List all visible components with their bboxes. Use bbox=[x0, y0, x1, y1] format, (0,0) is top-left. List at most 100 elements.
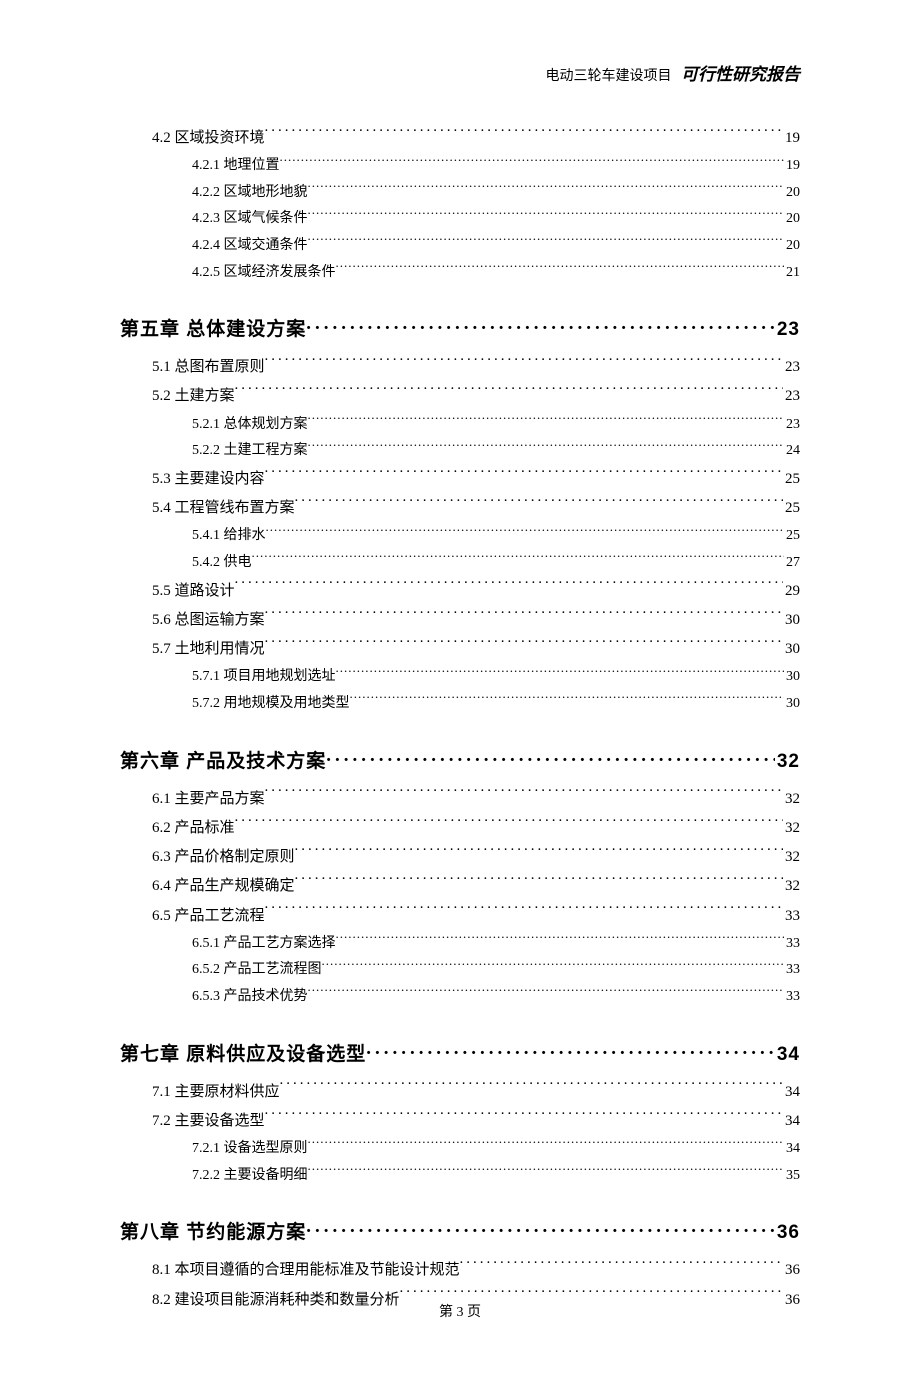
toc-entry: 5.2.1 总体规划方案23 bbox=[192, 412, 800, 439]
toc-leader-dots bbox=[308, 208, 785, 222]
toc-leader-dots bbox=[266, 525, 785, 539]
toc-entry-label: 5.6 总图运输方案 bbox=[152, 606, 265, 635]
toc-entry: 5.2.2 土建工程方案24 bbox=[192, 438, 800, 465]
toc-entry-label: 4.2.5 区域经济发展条件 bbox=[192, 260, 336, 287]
toc-entry: 6.1 主要产品方案 32 bbox=[152, 785, 800, 814]
toc-entry: 5.5 道路设计29 bbox=[152, 577, 800, 606]
toc-entry-label: 第五章 总体建设方案 bbox=[120, 314, 306, 341]
toc-entry: 6.4 产品生产规模确定 32 bbox=[152, 872, 800, 901]
toc-entry-page: 33 bbox=[784, 957, 800, 984]
toc-leader-dots bbox=[322, 959, 785, 973]
toc-entry-label: 6.5.1 产品工艺方案选择 bbox=[192, 931, 336, 958]
toc-entry-label: 7.2 主要设备选型 bbox=[152, 1107, 265, 1136]
toc-entry-label: 6.3 产品价格制定原则 bbox=[152, 843, 295, 872]
toc-entry: 第八章 节约能源方案36 bbox=[120, 1217, 800, 1244]
toc-entry-page: 30 bbox=[784, 691, 800, 718]
toc-entry-label: 5.4 工程管线布置方案 bbox=[152, 494, 295, 523]
toc-entry: 5.6 总图运输方案30 bbox=[152, 606, 800, 635]
toc-leader-dots bbox=[306, 316, 775, 335]
toc-leader-dots bbox=[280, 155, 785, 169]
toc-entry: 5.7.1 项目用地规划选址30 bbox=[192, 664, 800, 691]
toc-entry-label: 4.2.2 区域地形地貌 bbox=[192, 180, 308, 207]
toc-entry-label: 7.1 主要原材料供应 bbox=[152, 1078, 280, 1107]
toc-leader-dots bbox=[235, 817, 783, 832]
toc-entry-page: 25 bbox=[783, 465, 800, 494]
toc-entry: 第六章 产品及技术方案32 bbox=[120, 746, 800, 773]
toc-entry-page: 33 bbox=[784, 931, 800, 958]
toc-entry-page: 19 bbox=[784, 153, 800, 180]
toc-entry-page: 29 bbox=[783, 577, 800, 606]
toc-leader-dots bbox=[265, 788, 783, 803]
page-number: 第 3 页 bbox=[439, 1305, 481, 1320]
toc-entry: 6.5 产品工艺流程33 bbox=[152, 902, 800, 931]
toc-entry-label: 4.2 区域投资环境 bbox=[152, 124, 265, 153]
toc-entry: 4.2.1 地理位置19 bbox=[192, 153, 800, 180]
toc-leader-dots bbox=[308, 182, 785, 196]
toc-leader-dots bbox=[280, 1081, 783, 1096]
toc-entry: 5.3 主要建设内容25 bbox=[152, 465, 800, 494]
toc-entry-label: 第六章 产品及技术方案 bbox=[120, 746, 326, 773]
toc-entry-label: 5.2 土建方案 bbox=[152, 382, 235, 411]
toc-leader-dots bbox=[308, 986, 785, 1000]
toc-leader-dots bbox=[295, 846, 783, 861]
toc-leader-dots bbox=[265, 356, 783, 371]
toc-entry-page: 19 bbox=[783, 124, 800, 153]
toc-leader-dots bbox=[235, 385, 783, 400]
toc-entry-page: 32 bbox=[783, 843, 800, 872]
toc-entry: 7.1 主要原材料供应 34 bbox=[152, 1078, 800, 1107]
toc-leader-dots bbox=[308, 440, 785, 454]
toc-leader-dots bbox=[366, 1041, 775, 1060]
toc-entry: 第七章 原料供应及设备选型 34 bbox=[120, 1039, 800, 1066]
toc-entry-page: 33 bbox=[784, 984, 800, 1011]
toc-entry-page: 21 bbox=[784, 260, 800, 287]
toc-entry: 5.2 土建方案23 bbox=[152, 382, 800, 411]
toc-leader-dots bbox=[308, 1165, 785, 1179]
toc-entry-label: 5.7.2 用地规模及用地类型 bbox=[192, 691, 350, 718]
toc-entry-label: 7.2.2 主要设备明细 bbox=[192, 1163, 308, 1190]
toc-entry-page: 25 bbox=[783, 494, 800, 523]
toc-leader-dots bbox=[460, 1259, 783, 1274]
toc-entry-label: 第七章 原料供应及设备选型 bbox=[120, 1039, 366, 1066]
toc-entry: 7.2 主要设备选型 34 bbox=[152, 1107, 800, 1136]
document-page: 电动三轮车建设项目 可行性研究报告 4.2 区域投资环境 194.2.1 地理位置… bbox=[0, 0, 920, 1375]
toc-entry-page: 36 bbox=[783, 1256, 800, 1285]
toc-leader-dots bbox=[265, 1110, 783, 1125]
toc-entry-page: 24 bbox=[784, 438, 800, 465]
toc-entry-page: 34 bbox=[784, 1136, 800, 1163]
toc-entry-label: 4.2.4 区域交通条件 bbox=[192, 233, 308, 260]
toc-entry-label: 第八章 节约能源方案 bbox=[120, 1217, 306, 1244]
toc-entry: 5.7 土地利用情况30 bbox=[152, 635, 800, 664]
toc-leader-dots bbox=[265, 468, 783, 483]
page-header: 电动三轮车建设项目 可行性研究报告 bbox=[546, 60, 801, 85]
page-footer: 第 3 页 bbox=[0, 1301, 920, 1321]
toc-entry: 5.4 工程管线布置方案 25 bbox=[152, 494, 800, 523]
toc-entry-label: 5.1 总图布置原则 bbox=[152, 353, 265, 382]
toc-entry-page: 34 bbox=[775, 1044, 800, 1066]
toc-leader-dots bbox=[336, 262, 785, 276]
toc-entry-label: 5.4.1 给排水 bbox=[192, 523, 266, 550]
toc-entry-label: 6.4 产品生产规模确定 bbox=[152, 872, 295, 901]
toc-leader-dots bbox=[295, 875, 783, 890]
toc-entry-label: 6.1 主要产品方案 bbox=[152, 785, 265, 814]
toc-entry-page: 34 bbox=[783, 1078, 800, 1107]
toc-entry-page: 32 bbox=[783, 872, 800, 901]
toc-entry-label: 5.7.1 项目用地规划选址 bbox=[192, 664, 336, 691]
toc-entry: 7.2.1 设备选型原则34 bbox=[192, 1136, 800, 1163]
toc-leader-dots bbox=[265, 609, 783, 624]
toc-entry-page: 27 bbox=[784, 550, 800, 577]
toc-entry-page: 20 bbox=[784, 206, 800, 233]
toc-entry: 5.7.2 用地规模及用地类型 30 bbox=[192, 691, 800, 718]
toc-entry: 4.2.5 区域经济发展条件 21 bbox=[192, 260, 800, 287]
toc-leader-dots bbox=[235, 580, 783, 595]
header-project-name: 电动三轮车建设项目 bbox=[546, 69, 672, 84]
toc-entry-page: 20 bbox=[784, 180, 800, 207]
toc-leader-dots bbox=[308, 414, 785, 428]
toc-entry-page: 34 bbox=[783, 1107, 800, 1136]
toc-entry-page: 23 bbox=[775, 319, 800, 341]
toc-entry-page: 35 bbox=[784, 1163, 800, 1190]
toc-entry: 6.2 产品标准32 bbox=[152, 814, 800, 843]
toc-entry-page: 32 bbox=[783, 785, 800, 814]
toc-leader-dots bbox=[295, 497, 783, 512]
toc-entry-label: 6.2 产品标准 bbox=[152, 814, 235, 843]
toc-entry: 4.2 区域投资环境 19 bbox=[152, 124, 800, 153]
